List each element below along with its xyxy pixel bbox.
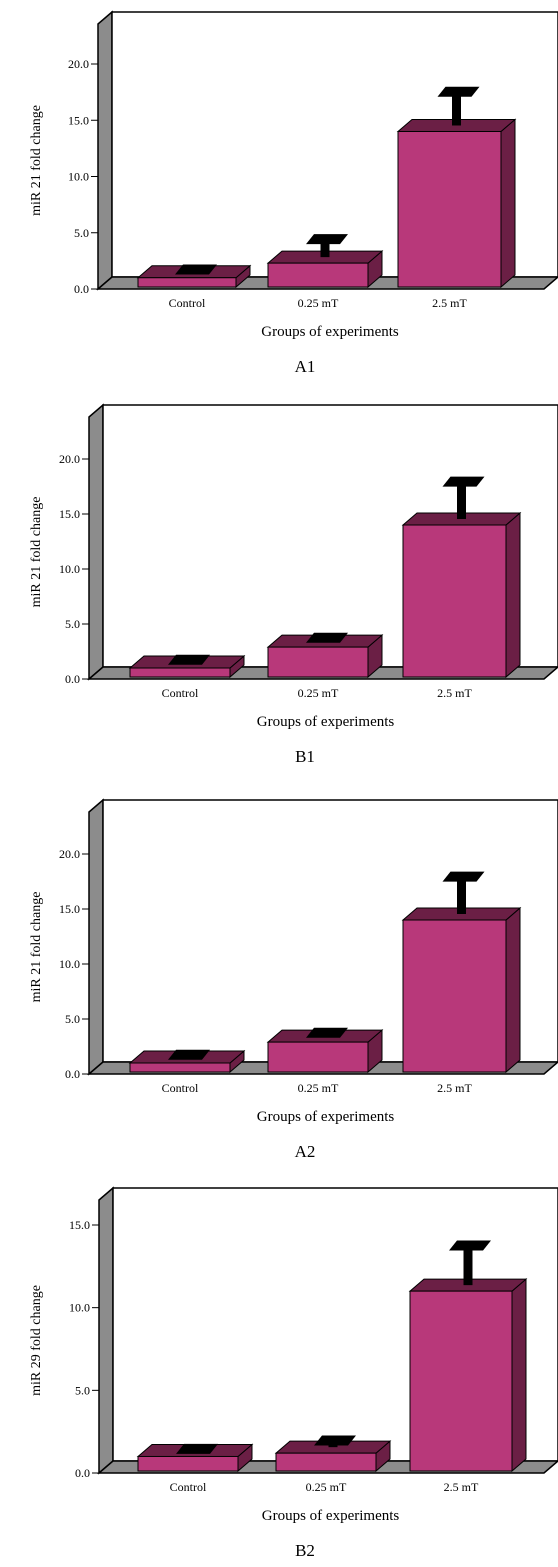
y-tick-label: 0.0 bbox=[74, 282, 89, 296]
chart-side-wall bbox=[88, 403, 104, 681]
bar bbox=[402, 524, 507, 678]
category-label: 0.25 mT bbox=[306, 1480, 347, 1494]
category-label: Control bbox=[170, 1480, 207, 1494]
chart-side-wall bbox=[98, 1186, 114, 1475]
y-tick-label: 20.0 bbox=[68, 57, 89, 71]
error-bar-cap bbox=[175, 264, 217, 275]
error-bar-cap bbox=[437, 86, 480, 97]
category-label: 2.5 mT bbox=[432, 296, 467, 310]
x-axis-title: Groups of experiments bbox=[261, 324, 399, 340]
chart-svg: 0.0 5.0 10.0 15.0 20.0 Control 0.25 mT 2.5 mT mi… bbox=[29, 798, 558, 1161]
bar bbox=[267, 1041, 369, 1073]
chart-svg: 0.0 5.0 10.0 15.0 20.0 Control 0.25 mT 2.5 mT mi… bbox=[29, 10, 558, 376]
chart-side-wall bbox=[88, 798, 104, 1076]
bar-side bbox=[505, 511, 521, 679]
bar bbox=[275, 1452, 377, 1472]
category-label: 2.5 mT bbox=[437, 686, 472, 700]
y-axis-title: miR 21 fold change bbox=[29, 892, 44, 1003]
y-axis-title: miR 29 fold change bbox=[29, 1285, 44, 1396]
bar-side bbox=[511, 1278, 527, 1473]
bar bbox=[137, 277, 237, 288]
category-label: Control bbox=[169, 296, 206, 310]
bar bbox=[397, 131, 502, 288]
error-bar-cap bbox=[442, 871, 485, 882]
y-tick-label: 5.0 bbox=[65, 617, 80, 631]
y-tick-label: 0.0 bbox=[65, 672, 80, 686]
y-tick-label: 10.0 bbox=[59, 957, 80, 971]
bar bbox=[129, 667, 231, 678]
bar bbox=[267, 646, 369, 678]
bar bbox=[409, 1290, 513, 1472]
y-axis-title: miR 21 fold change bbox=[29, 497, 44, 608]
panel-label: B2 bbox=[295, 1541, 315, 1560]
bar bbox=[137, 1455, 239, 1472]
bar bbox=[402, 919, 507, 1073]
chart-panel-a2: 0.0 5.0 10.0 15.0 20.0 Control 0.25 mT 2.5 mT mi… bbox=[0, 790, 558, 1170]
category-label: Control bbox=[162, 686, 199, 700]
panel-label: A1 bbox=[295, 357, 316, 376]
chart-panel-b2: 0.0 5.0 10.0 15.0 Control 0.25 mT 2.5 mT miR 29… bbox=[0, 1180, 558, 1567]
y-axis-title: miR 21 fold change bbox=[29, 105, 44, 216]
panel-label: B1 bbox=[295, 747, 315, 766]
y-tick-label: 10.0 bbox=[69, 1301, 90, 1315]
y-tick-label: 10.0 bbox=[59, 562, 80, 576]
y-tick-label: 20.0 bbox=[59, 847, 80, 861]
error-bar-stem bbox=[463, 1245, 473, 1286]
error-bar-cap bbox=[168, 654, 210, 665]
y-tick-label: 10.0 bbox=[68, 170, 89, 184]
error-bar-cap bbox=[306, 234, 348, 245]
category-label: 0.25 mT bbox=[298, 296, 339, 310]
error-bar-cap bbox=[176, 1443, 218, 1454]
category-label: 0.25 mT bbox=[298, 686, 339, 700]
bar bbox=[267, 262, 369, 288]
error-bar-cap bbox=[314, 1435, 356, 1446]
error-bar-stem bbox=[452, 91, 461, 126]
category-label: 2.5 mT bbox=[437, 1081, 472, 1095]
category-label: 0.25 mT bbox=[298, 1081, 339, 1095]
error-bar-stem bbox=[320, 239, 330, 258]
y-tick-label: 20.0 bbox=[59, 452, 80, 466]
y-tick-label: 0.0 bbox=[75, 1466, 90, 1480]
y-tick-label: 0.0 bbox=[65, 1067, 80, 1081]
category-label: Control bbox=[162, 1081, 199, 1095]
y-tick-label: 5.0 bbox=[65, 1012, 80, 1026]
y-tick-label: 15.0 bbox=[69, 1218, 90, 1232]
panel-label: A2 bbox=[295, 1142, 316, 1161]
y-tick-label: 5.0 bbox=[74, 226, 89, 240]
category-label: 2.5 mT bbox=[444, 1480, 479, 1494]
error-bar-cap bbox=[306, 1027, 348, 1038]
error-bar-cap bbox=[449, 1240, 491, 1251]
y-tick-label: 15.0 bbox=[59, 902, 80, 916]
bar bbox=[129, 1062, 231, 1073]
chart-svg: 0.0 5.0 10.0 15.0 Control 0.25 mT 2.5 mT miR 29… bbox=[29, 1186, 558, 1560]
bar-side bbox=[505, 906, 521, 1074]
y-tick-label: 15.0 bbox=[59, 507, 80, 521]
error-bar-cap bbox=[168, 1049, 210, 1060]
error-bar-cap bbox=[442, 476, 485, 487]
chart-panel-b1: 0.0 5.0 10.0 15.0 20.0 Control 0.25 mT 2.5 mT mi… bbox=[0, 395, 558, 775]
x-axis-title: Groups of experiments bbox=[257, 1109, 395, 1125]
chart-side-wall bbox=[97, 10, 113, 291]
y-tick-label: 15.0 bbox=[68, 113, 89, 127]
error-bar-stem bbox=[457, 876, 466, 914]
error-bar-cap bbox=[306, 632, 348, 643]
error-bar-stem bbox=[457, 481, 466, 519]
chart-panel-a1: 0.0 5.0 10.0 15.0 20.0 Control 0.25 mT 2.5 mT mi… bbox=[0, 0, 558, 385]
bar-side bbox=[500, 118, 516, 289]
chart-svg: 0.0 5.0 10.0 15.0 20.0 Control 0.25 mT 2.5 mT mi… bbox=[29, 403, 558, 766]
y-tick-label: 5.0 bbox=[75, 1383, 90, 1397]
x-axis-title: Groups of experiments bbox=[262, 1508, 400, 1524]
x-axis-title: Groups of experiments bbox=[257, 714, 395, 730]
